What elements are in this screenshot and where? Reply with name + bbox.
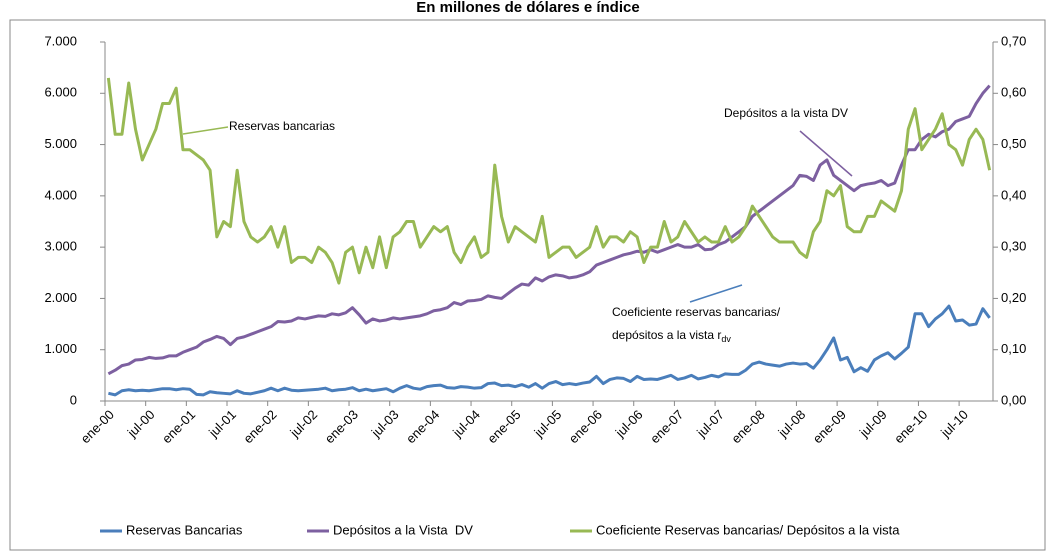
y-tick-label: 2.000 bbox=[44, 290, 77, 305]
y2-tick-label: 0,00 bbox=[1001, 392, 1026, 407]
y-tick-label: 6.000 bbox=[44, 85, 77, 100]
series-line bbox=[108, 304, 991, 397]
y2-tick-label: 0,10 bbox=[1001, 341, 1026, 356]
series-line bbox=[106, 77, 992, 285]
annotation: depósitos a la vista rdv bbox=[612, 328, 731, 344]
annotation: Depósitos a la vista DV bbox=[724, 106, 848, 120]
chart-title: En millones de dólares e índice bbox=[416, 0, 639, 16]
annotation-leader bbox=[689, 284, 743, 303]
y-tick-label: 3.000 bbox=[44, 239, 77, 254]
y2-tick-label: 0,20 bbox=[1001, 290, 1026, 305]
y2-tick-label: 0,50 bbox=[1001, 136, 1026, 151]
y-tick-label: 5.000 bbox=[44, 136, 77, 151]
series-line bbox=[107, 84, 991, 376]
annotation-part: depósitos a la vista r bbox=[612, 328, 721, 342]
annotation-leader bbox=[182, 126, 229, 135]
y-tick-label: 4.000 bbox=[44, 187, 77, 202]
y2-tick-label: 0,70 bbox=[1001, 33, 1026, 48]
legend-label: Coeficiente Reservas bancarias/ Depósito… bbox=[596, 522, 900, 537]
y-tick-label: 7.000 bbox=[44, 33, 77, 48]
y2-tick-label: 0,40 bbox=[1001, 187, 1026, 202]
y2-tick-label: 0,60 bbox=[1001, 85, 1026, 100]
legend-label: Reservas Bancarias bbox=[126, 522, 243, 537]
annotation: Reservas bancarias bbox=[229, 119, 335, 133]
annotation-subscript: dv bbox=[721, 334, 731, 344]
y-tick-label: 0 bbox=[70, 392, 77, 407]
annotation-leader bbox=[799, 130, 853, 177]
annotation: Coeficiente reservas bancarias/ bbox=[612, 305, 781, 319]
y-tick-label: 1.000 bbox=[44, 341, 77, 356]
y2-tick-label: 0,30 bbox=[1001, 239, 1026, 254]
legend-label: Depósitos a la Vista DV bbox=[333, 522, 473, 537]
